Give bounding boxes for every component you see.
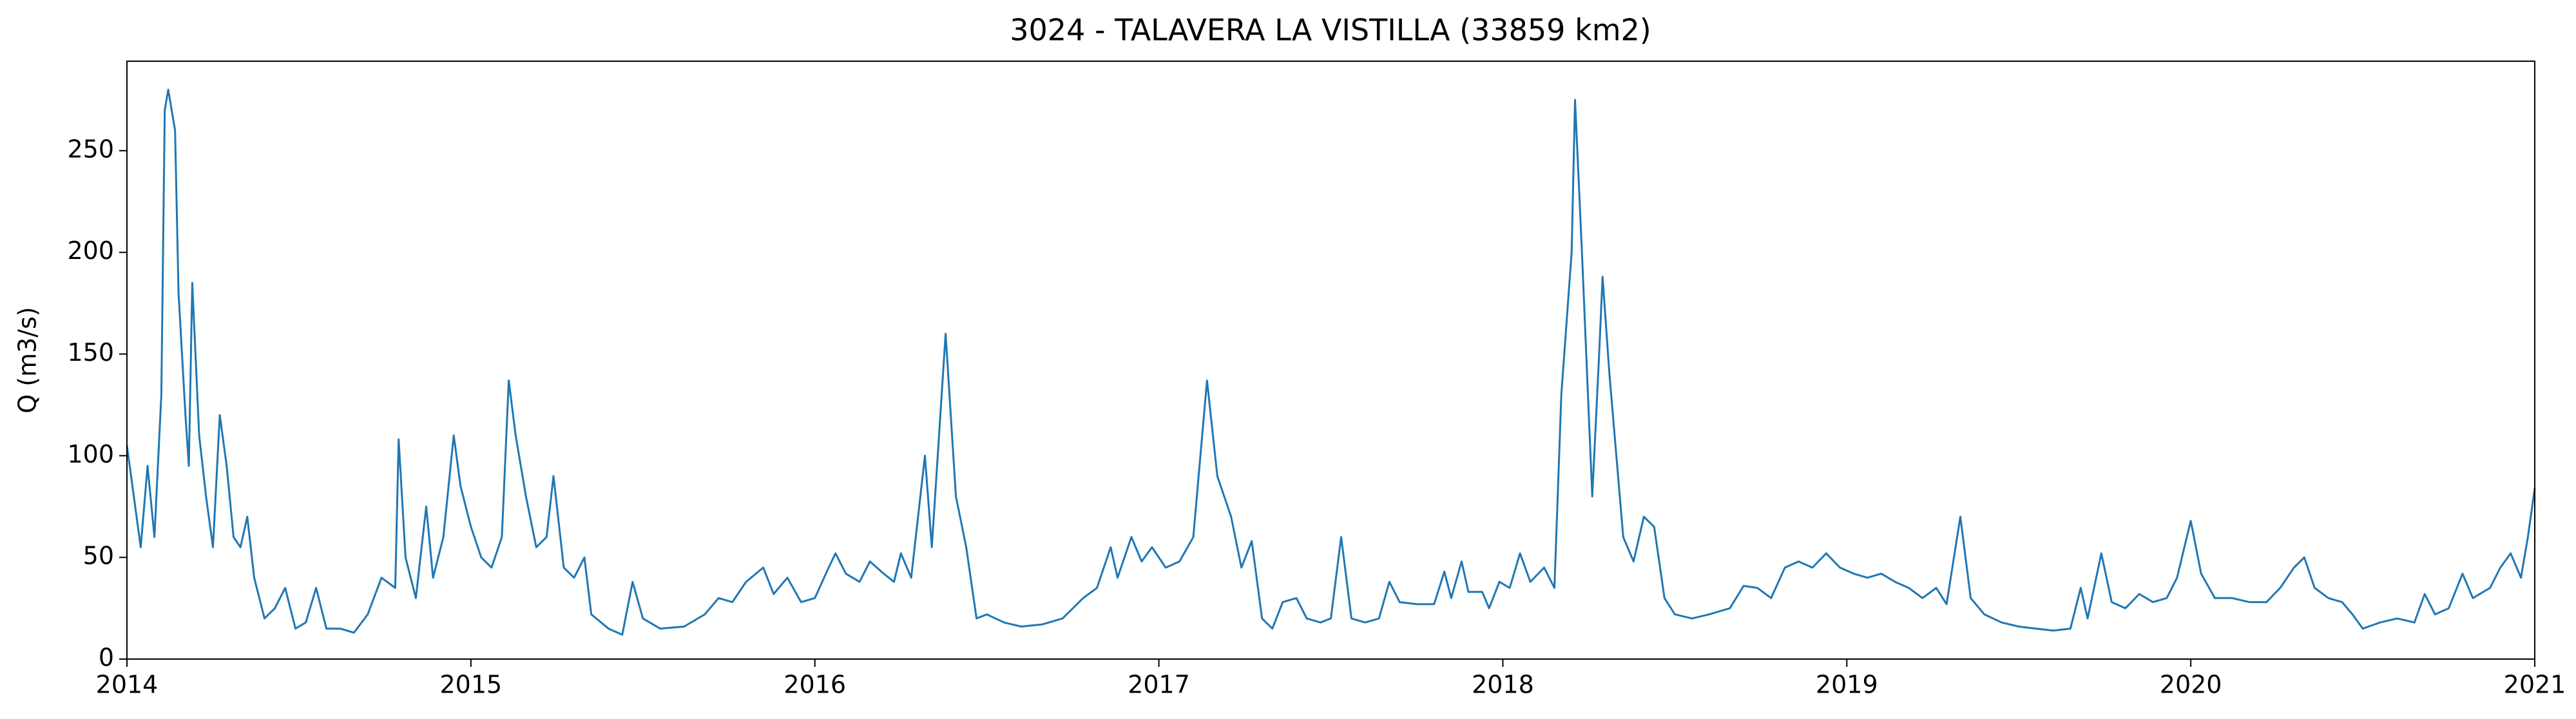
y-tick-label: 0 [99,644,114,672]
plot-frame [126,61,2535,660]
line-series [126,88,2536,636]
x-tick-label: 2014 [96,671,159,699]
x-tick-label: 2017 [1128,671,1190,699]
chart-title: 3024 - TALAVERA LA VISTILLA (33859 km2) [1010,13,1651,48]
y-tick-label: 200 [67,236,114,265]
x-tick-label: 2019 [1816,671,1878,699]
x-tick-label: 2020 [2160,671,2222,699]
y-tick-label: 250 [67,135,114,163]
y-tick-label: 50 [83,542,114,570]
x-tick-label: 2015 [439,671,502,699]
y-axis-label: Q (m3/s) [14,307,42,413]
y-tick-label: 100 [67,440,114,468]
x-tick-label: 2016 [783,671,846,699]
x-tick-label: 2021 [2504,671,2566,699]
x-tick-label: 2018 [1472,671,1534,699]
y-tick-label: 150 [67,338,114,367]
